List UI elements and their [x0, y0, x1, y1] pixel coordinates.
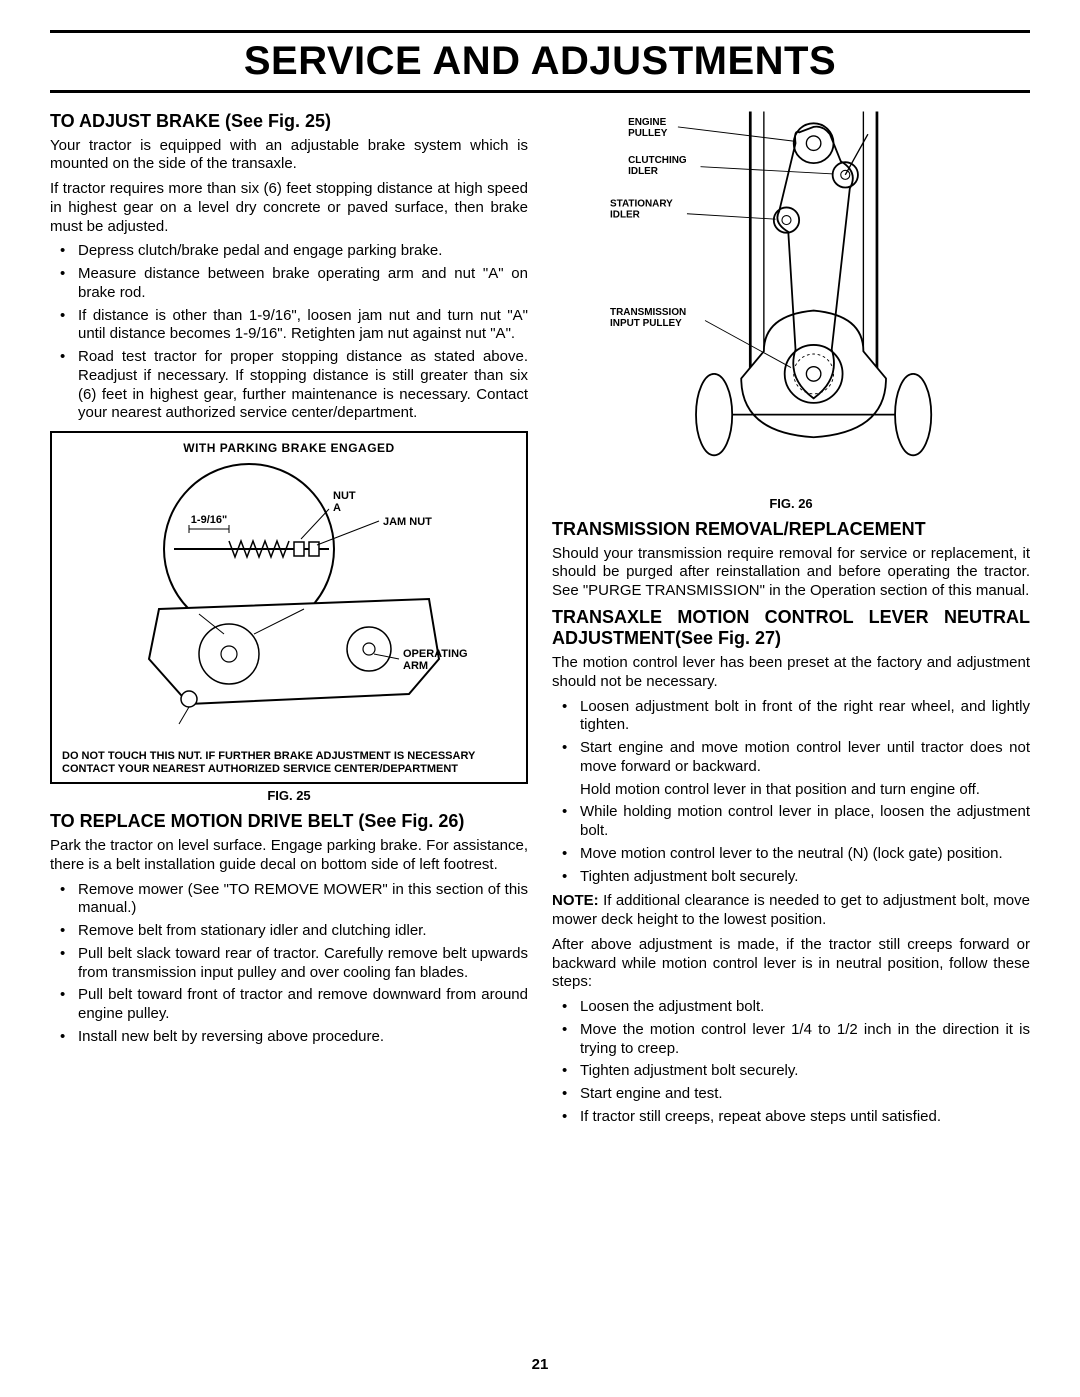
left-column: TO ADJUST BRAKE (See Fig. 25) Your tract…: [50, 107, 528, 1133]
jam-nut-label: JAM NUT: [383, 516, 432, 528]
nut-a-label: NUT A: [333, 490, 359, 514]
brake-p1: Your tractor is equipped with an adjusta…: [50, 137, 528, 175]
trans-removal-heading: TRANSMISSION REMOVAL/REPLACEMENT: [552, 519, 1030, 541]
list-item: Pull belt toward front of tractor and re…: [78, 986, 528, 1024]
list-item-continuation: Hold motion control lever in that positi…: [580, 781, 1030, 800]
brake-p2: If tractor requires more than six (6) fe…: [50, 180, 528, 236]
list-item: Remove belt from stationary idler and cl…: [78, 922, 528, 941]
list-item: Tighten adjustment bolt securely.: [580, 1062, 1030, 1081]
figure-26-diagram: ENGINEPULLEY CLUTCHINGIDLER STATIONARYID…: [552, 107, 1030, 487]
list-item: Remove mower (See "TO REMOVE MOWER" in t…: [78, 881, 528, 919]
list-item: Start engine and test.: [580, 1085, 1030, 1104]
fig26-caption: FIG. 26: [552, 496, 1030, 511]
belt-p1: Park the tractor on level surface. Engag…: [50, 837, 528, 875]
neutral-bullets-2: Loosen the adjustment bolt. Move the mot…: [552, 998, 1030, 1127]
list-item: If tractor still creeps, repeat above st…: [580, 1108, 1030, 1127]
list-item: If distance is other than 1-9/16", loose…: [78, 307, 528, 345]
belt-heading: TO REPLACE MOTION DRIVE BELT (See Fig. 2…: [50, 811, 528, 833]
figure-25-diagram: 1-9/16" NUT A JAM NUT: [62, 459, 516, 739]
list-item: Move motion control lever to the neutral…: [580, 845, 1030, 864]
brake-heading: TO ADJUST BRAKE (See Fig. 25): [50, 111, 528, 133]
trans-removal-p1: Should your transmission require removal…: [552, 545, 1030, 601]
list-item: Measure distance between brake operating…: [78, 265, 528, 303]
trans-pulley-label: TRANSMISSIONINPUT PULLEY: [610, 307, 686, 329]
list-item: Start engine and move motion control lev…: [580, 739, 1030, 777]
neutral-bullets-1: Loosen adjustment bolt in front of the r…: [552, 698, 1030, 887]
two-column-layout: TO ADJUST BRAKE (See Fig. 25) Your tract…: [50, 107, 1030, 1133]
right-column: ENGINEPULLEY CLUTCHINGIDLER STATIONARYID…: [552, 107, 1030, 1133]
neutral-p1: The motion control lever has been preset…: [552, 654, 1030, 692]
page-number: 21: [0, 1356, 1080, 1373]
neutral-note: NOTE: If additional clearance is needed …: [552, 892, 1030, 930]
neutral-heading: TRANSAXLE MOTION CONTROL LEVER NEUTRAL A…: [552, 607, 1030, 650]
list-item: Pull belt slack toward rear of tractor. …: [78, 945, 528, 983]
dim-label: 1-9/16": [191, 514, 227, 526]
list-item: Tighten adjustment bolt securely.: [580, 868, 1030, 887]
fig25-warning: DO NOT TOUCH THIS NUT. IF FURTHER BRAKE …: [62, 750, 516, 776]
list-item: While holding motion control lever in pl…: [580, 803, 1030, 841]
list-item: Depress clutch/brake pedal and engage pa…: [78, 242, 528, 261]
fig25-caption: FIG. 25: [50, 788, 528, 803]
clutching-idler-label: CLUTCHINGIDLER: [628, 155, 687, 177]
figure-25-box: WITH PARKING BRAKE ENGAGED 1-9/16": [50, 431, 528, 784]
list-item: Loosen the adjustment bolt.: [580, 998, 1030, 1017]
list-item: Install new belt by reversing above proc…: [78, 1028, 528, 1047]
list-item: Move the motion control lever 1/4 to 1/2…: [580, 1021, 1030, 1059]
list-item: Loosen adjustment bolt in front of the r…: [580, 698, 1030, 736]
belt-bullets: Remove mower (See "TO REMOVE MOWER" in t…: [50, 881, 528, 1047]
list-item: Road test tractor for proper stopping di…: [78, 348, 528, 423]
note-lead: NOTE:: [552, 892, 599, 909]
page-title: SERVICE AND ADJUSTMENTS: [50, 30, 1030, 93]
engine-pulley-label: ENGINEPULLEY: [628, 117, 668, 139]
fig25-title: WITH PARKING BRAKE ENGAGED: [62, 441, 516, 455]
stationary-idler-label: STATIONARYIDLER: [610, 199, 673, 221]
brake-bullets: Depress clutch/brake pedal and engage pa…: [50, 242, 528, 423]
neutral-p2: After above adjustment is made, if the t…: [552, 936, 1030, 992]
note-body: If additional clearance is needed to get…: [552, 892, 1030, 928]
